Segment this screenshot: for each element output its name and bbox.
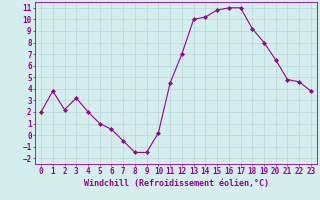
- X-axis label: Windchill (Refroidissement éolien,°C): Windchill (Refroidissement éolien,°C): [84, 179, 268, 188]
